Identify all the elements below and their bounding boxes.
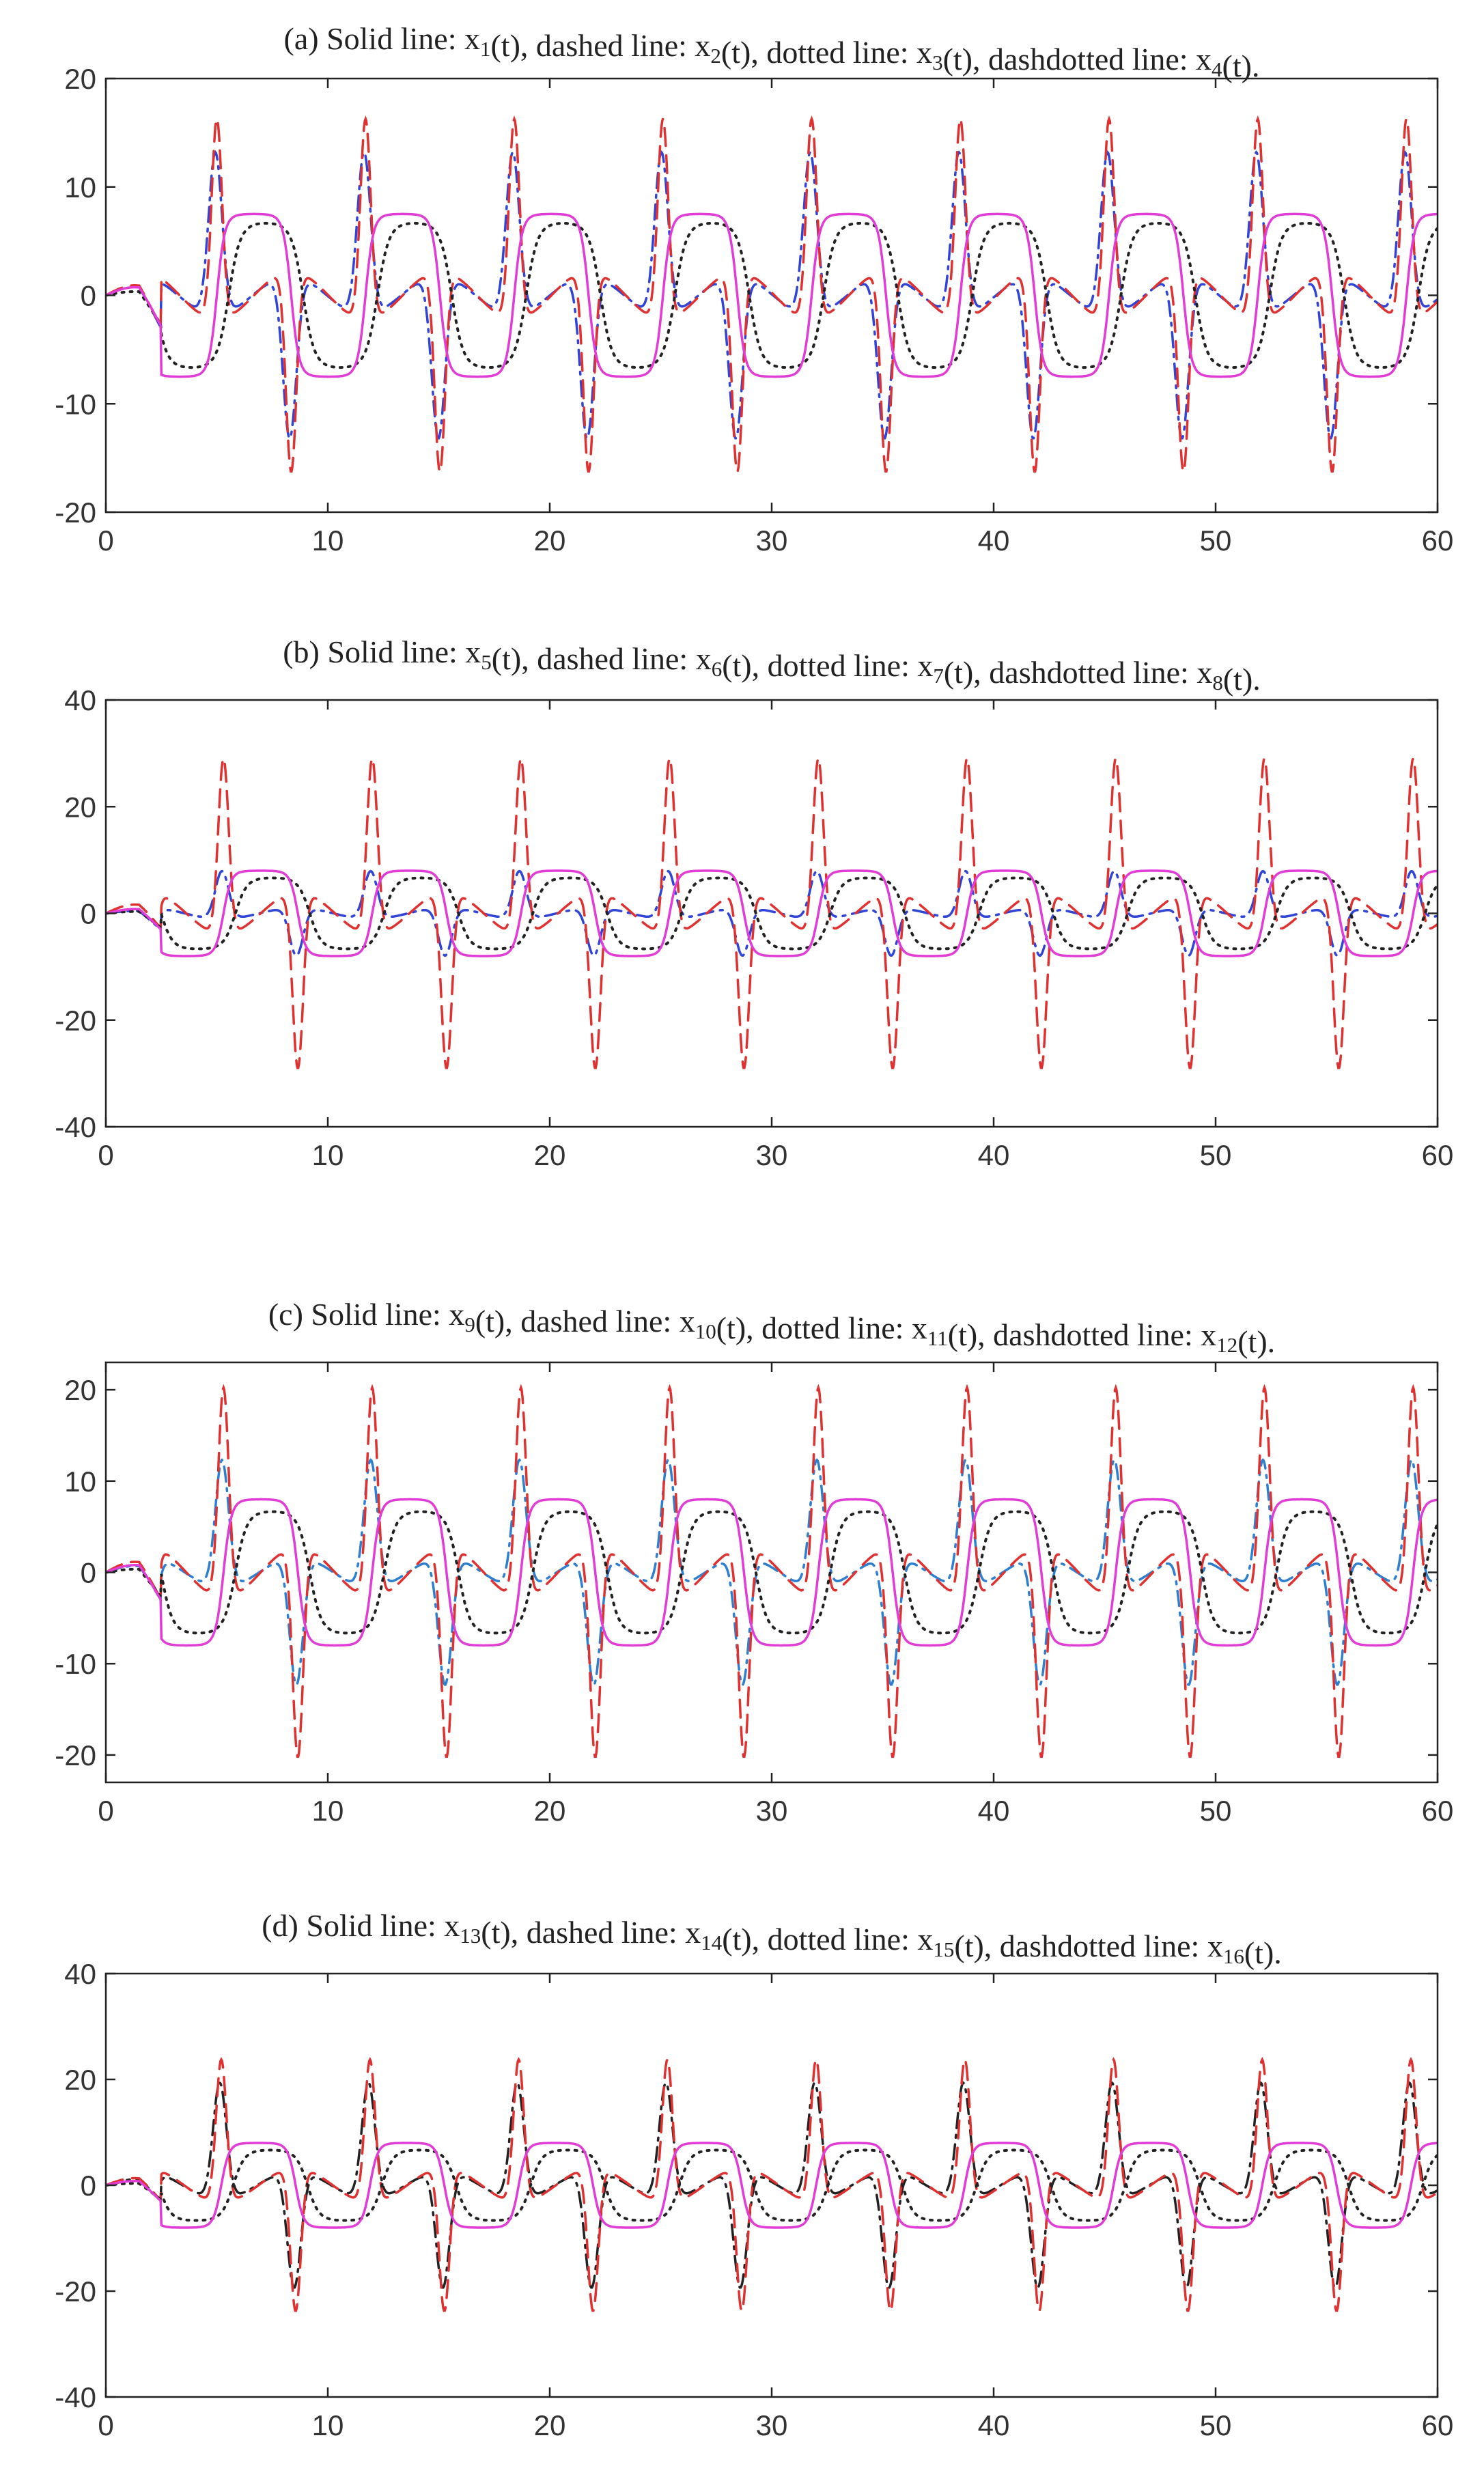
- panel-title: (a) Solid line: x1(t), dashed line: x2(t…: [284, 21, 1260, 83]
- x-tick-label: 60: [1422, 1139, 1454, 1171]
- x-tick-label: 20: [534, 1795, 566, 1827]
- series-line-x6t: [106, 755, 1438, 1069]
- y-tick-label: -10: [55, 1648, 96, 1680]
- series-line-x10t: [106, 1384, 1438, 1758]
- series-group: [106, 755, 1438, 1069]
- y-tick-label: 20: [64, 791, 96, 823]
- panel-c: (c) Solid line: x9(t), dashed line: x10(…: [55, 1297, 1453, 1827]
- y-tick-label: -20: [55, 2275, 96, 2308]
- y-tick-label: 40: [64, 1958, 96, 1990]
- x-tick-label: 60: [1422, 524, 1454, 557]
- x-tick-label: 10: [312, 1139, 344, 1171]
- y-tick-label: -20: [55, 496, 96, 529]
- y-tick-label: -40: [55, 2381, 96, 2413]
- x-tick-label: 10: [312, 1795, 344, 1827]
- x-tick-label: 20: [534, 1139, 566, 1171]
- x-tick-label: 0: [98, 2409, 113, 2441]
- series-group: [106, 1384, 1438, 1758]
- y-tick-label: -40: [55, 1111, 96, 1143]
- series-line-x4t: [106, 150, 1438, 440]
- y-tick-label: 10: [64, 171, 96, 204]
- y-tick-label: 20: [64, 63, 96, 95]
- x-tick-label: 40: [978, 1139, 1010, 1171]
- series-line-x2t: [106, 115, 1438, 473]
- series-line-x1t: [106, 212, 1438, 378]
- x-tick-label: 30: [756, 2409, 788, 2441]
- x-tick-label: 30: [756, 1139, 788, 1171]
- series-line-x16t: [106, 2081, 1438, 2289]
- y-tick-label: 20: [64, 2064, 96, 2096]
- x-tick-label: 0: [98, 1795, 113, 1827]
- y-tick-label: -10: [55, 388, 96, 420]
- series-line-x12t: [106, 1458, 1438, 1686]
- x-tick-label: 40: [978, 524, 1010, 557]
- panel-title: (d) Solid line: x13(t), dashed line: x14…: [262, 1908, 1282, 1970]
- series-line-x8t: [106, 869, 1438, 957]
- x-tick-label: 50: [1200, 2409, 1232, 2441]
- series-line-x13t: [106, 2142, 1438, 2229]
- x-tick-label: 50: [1200, 524, 1232, 557]
- series-group: [106, 2056, 1438, 2312]
- panel-a: (a) Solid line: x1(t), dashed line: x2(t…: [55, 21, 1453, 557]
- axes-box: [104, 699, 1439, 1128]
- panel-d: (d) Solid line: x13(t), dashed line: x14…: [55, 1908, 1453, 2441]
- y-tick-label: 0: [81, 898, 96, 930]
- series-line-x15t: [106, 2148, 1438, 2222]
- x-tick-label: 20: [534, 524, 566, 557]
- series-group: [106, 115, 1438, 473]
- series-line-x11t: [106, 1510, 1438, 1635]
- x-tick-label: 30: [756, 1795, 788, 1827]
- y-tick-label: 0: [81, 2170, 96, 2202]
- x-tick-label: 60: [1422, 1795, 1454, 1827]
- x-tick-label: 10: [312, 524, 344, 557]
- x-tick-label: 60: [1422, 2409, 1454, 2441]
- panel-b: (b) Solid line: x5(t), dashed line: x6(t…: [55, 634, 1453, 1171]
- series-line-x9t: [106, 1498, 1438, 1647]
- panel-title: (c) Solid line: x9(t), dashed line: x10(…: [268, 1297, 1275, 1359]
- y-tick-label: 10: [64, 1466, 96, 1498]
- x-tick-label: 40: [978, 1795, 1010, 1827]
- x-tick-label: 40: [978, 2409, 1010, 2441]
- panel-title: (b) Solid line: x5(t), dashed line: x6(t…: [283, 634, 1261, 697]
- y-tick-label: 0: [81, 1557, 96, 1589]
- x-tick-label: 20: [534, 2409, 566, 2441]
- y-tick-label: 20: [64, 1374, 96, 1406]
- x-tick-label: 0: [98, 1139, 113, 1171]
- x-tick-label: 50: [1200, 1795, 1232, 1827]
- x-tick-label: 0: [98, 524, 113, 557]
- series-line-x14t: [106, 2056, 1438, 2312]
- x-tick-label: 10: [312, 2409, 344, 2441]
- y-tick-label: -20: [55, 1739, 96, 1771]
- axes-box: [104, 1361, 1439, 1784]
- y-tick-label: 40: [64, 684, 96, 716]
- y-tick-label: 0: [81, 280, 96, 312]
- x-tick-label: 30: [756, 524, 788, 557]
- x-tick-label: 50: [1200, 1139, 1232, 1171]
- y-tick-label: -20: [55, 1005, 96, 1037]
- series-line-x5t: [106, 869, 1438, 957]
